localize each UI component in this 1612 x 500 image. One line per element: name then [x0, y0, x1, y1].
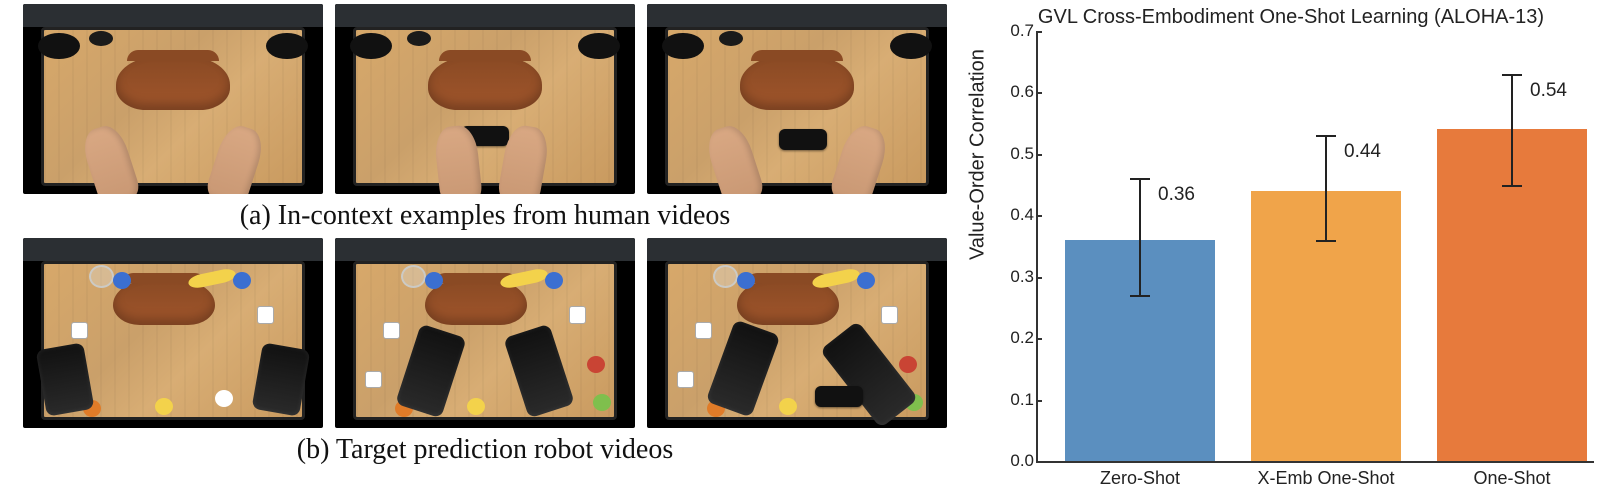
chart-ytick: 0.2 [990, 328, 1034, 348]
robot-video-frame [335, 238, 635, 428]
chart-title: GVL Cross-Embodiment One-Shot Learning (… [980, 6, 1602, 29]
human-video-frame [23, 4, 323, 194]
caption-a: (a) In-context examples from human video… [240, 200, 731, 232]
robot-video-frame [23, 238, 323, 428]
chart-xtick: Zero-Shot [1100, 468, 1180, 489]
chart-xtick: One-Shot [1473, 468, 1550, 489]
chart-ytick: 0.0 [990, 451, 1034, 471]
row-a-thumbnails [23, 4, 947, 194]
chart-ytick: 0.6 [990, 82, 1034, 102]
human-video-frame [335, 4, 635, 194]
human-video-frame [647, 4, 947, 194]
chart-bar: 0.54 [1437, 31, 1587, 461]
chart-bar-value: 0.44 [1344, 141, 1381, 163]
chart-plot-area: 0.00.10.20.30.40.50.60.7 0.36Zero-Shot 0… [1036, 33, 1594, 463]
chart-bar: 0.36 [1065, 31, 1215, 461]
caption-b: (b) Target prediction robot videos [297, 434, 673, 466]
chart-bar-value: 0.54 [1530, 80, 1567, 102]
chart-ytick: 0.1 [990, 390, 1034, 410]
left-column: (a) In-context examples from human video… [0, 0, 970, 500]
figure-container: (a) In-context examples from human video… [0, 0, 1612, 500]
chart-bar-value: 0.36 [1158, 184, 1195, 206]
row-b-thumbnails [23, 238, 947, 428]
robot-video-frame [647, 238, 947, 428]
chart-ytick: 0.4 [990, 205, 1034, 225]
chart-ytick: 0.5 [990, 144, 1034, 164]
chart-ytick: 0.7 [990, 21, 1034, 41]
chart-bar: 0.44 [1251, 31, 1401, 461]
right-column: GVL Cross-Embodiment One-Shot Learning (… [970, 0, 1612, 500]
chart-ylabel: Value-Order Correlation [967, 49, 990, 260]
chart-ytick: 0.3 [990, 267, 1034, 287]
chart-xtick: X-Emb One-Shot [1257, 468, 1394, 489]
